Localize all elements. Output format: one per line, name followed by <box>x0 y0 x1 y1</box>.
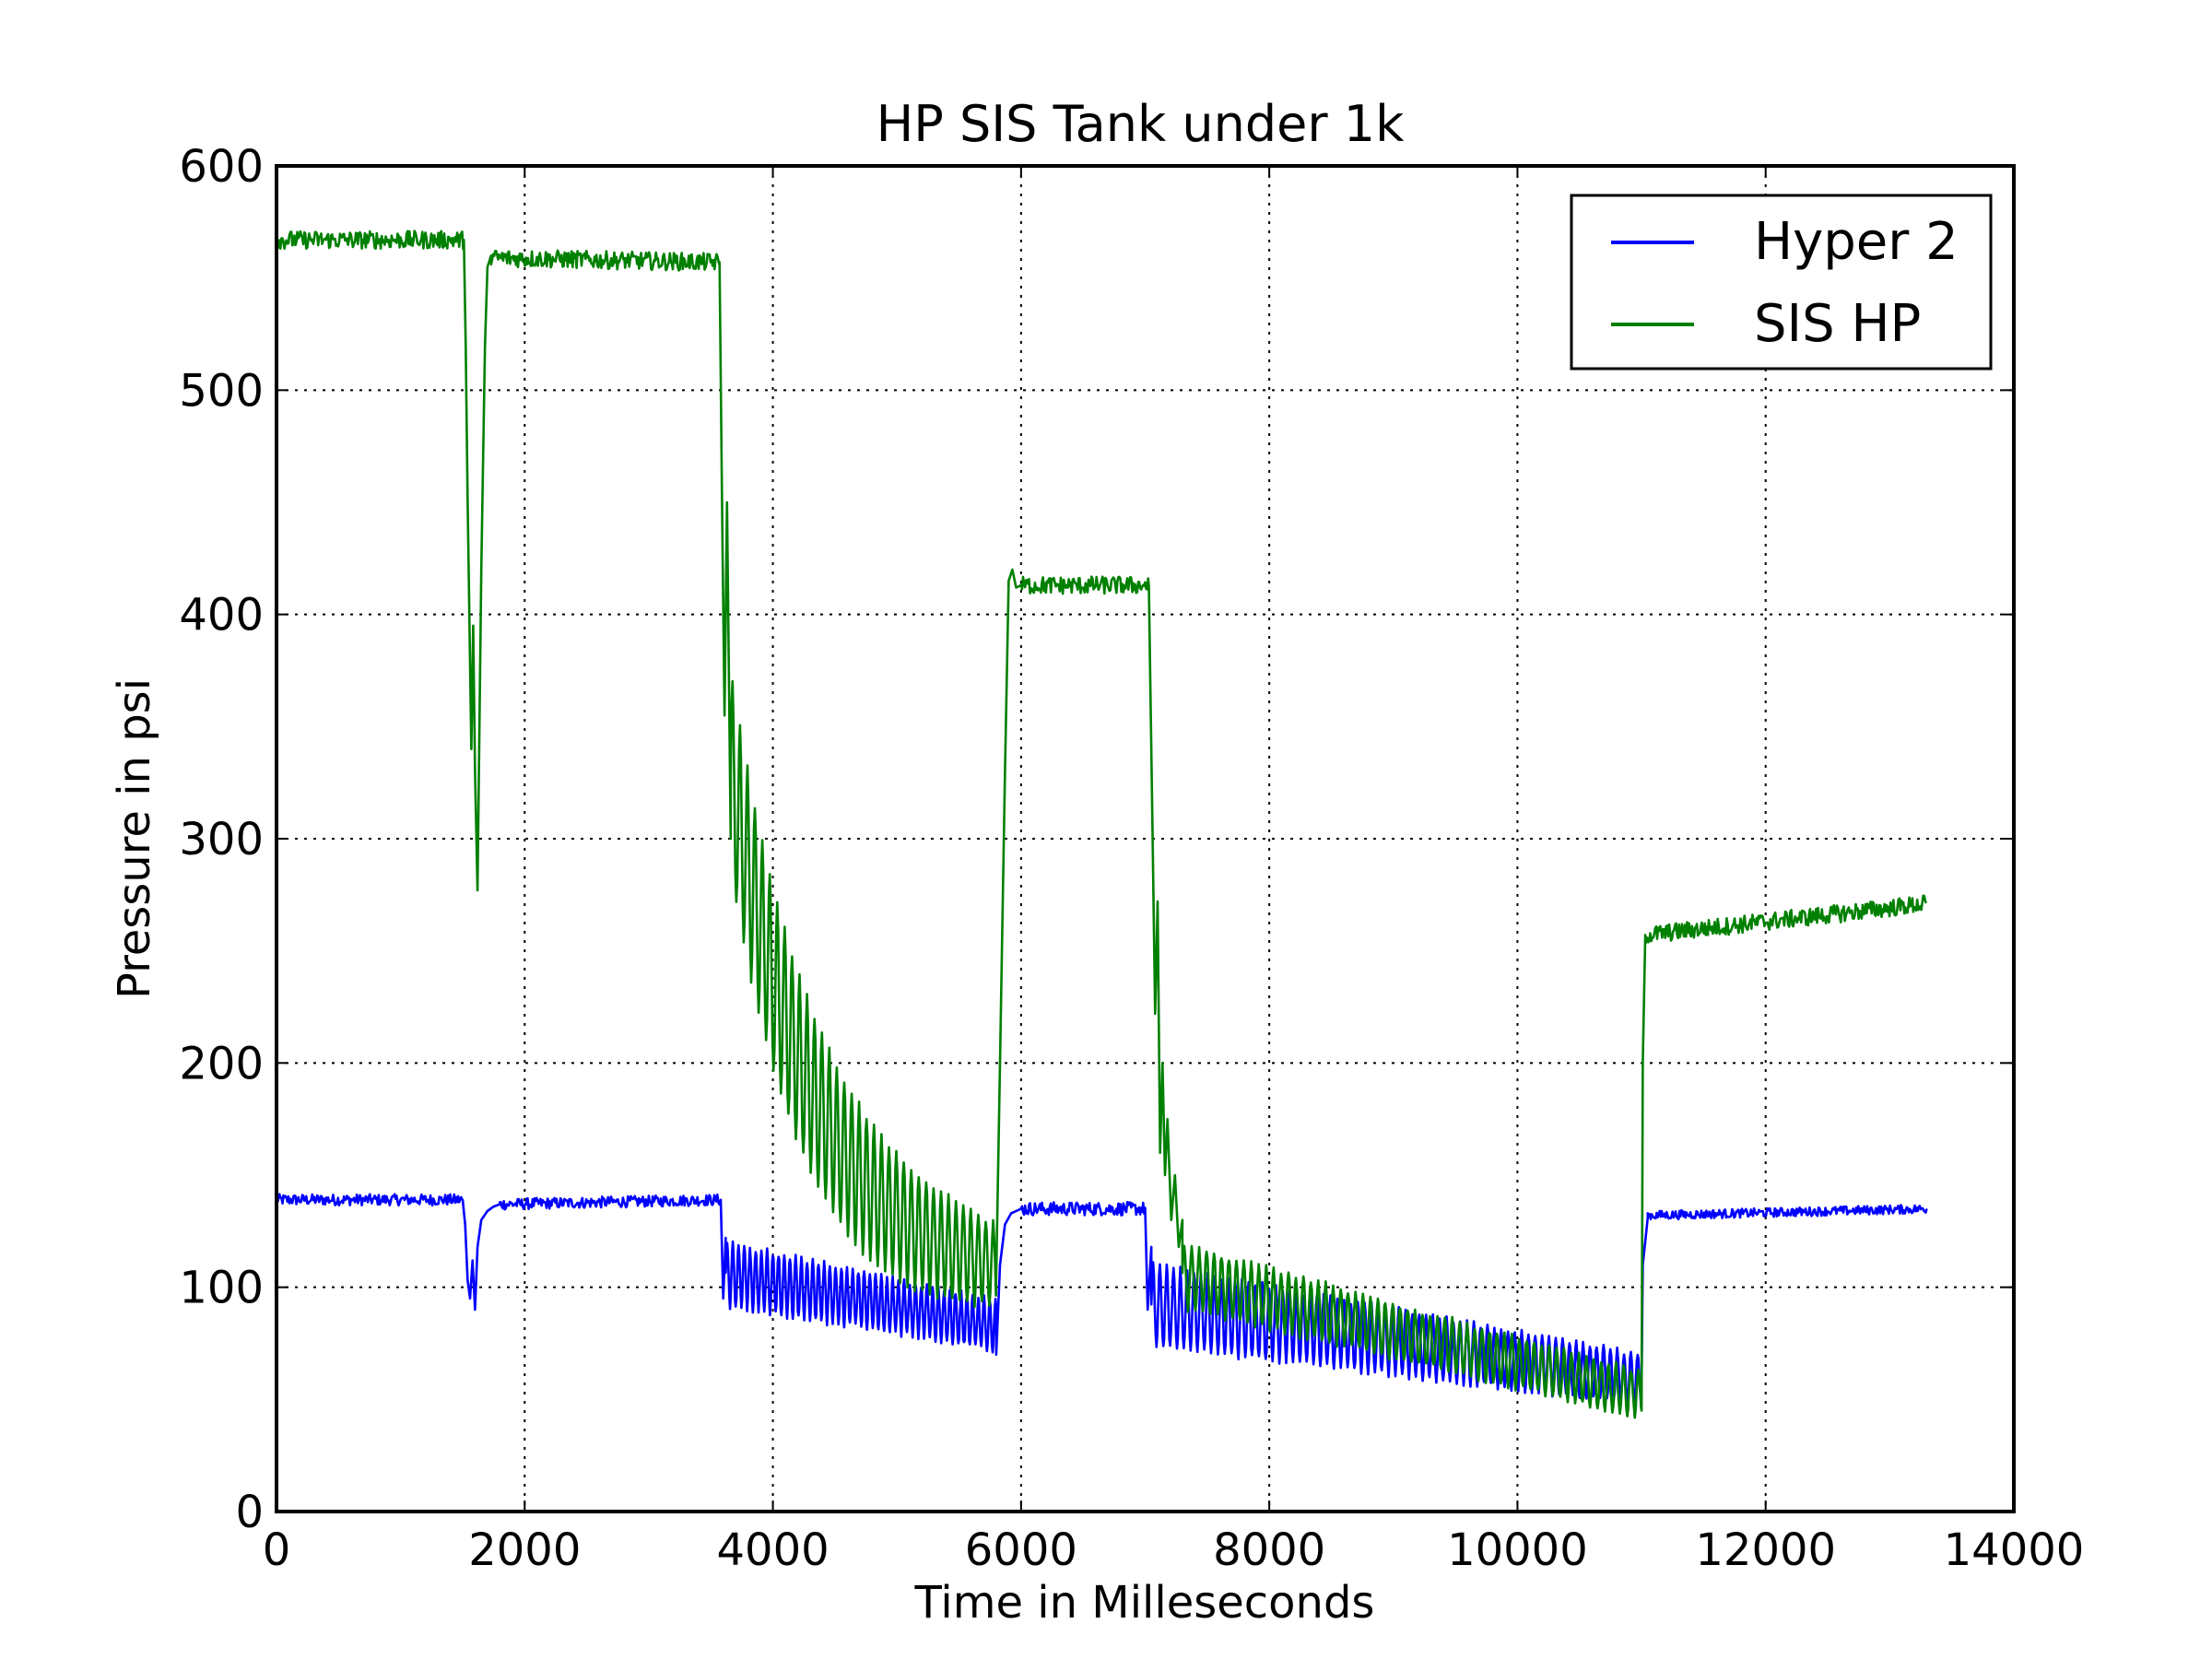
x-tick-label: 14000 <box>1944 1524 2085 1576</box>
legend: Hyper 2 SIS HP <box>1570 194 1993 371</box>
legend-box <box>1570 194 1993 371</box>
y-tick-label: 0 <box>235 1487 264 1538</box>
y-tick-label: 100 <box>179 1263 264 1314</box>
x-axis-label: Time in Milleseconds <box>914 1577 1375 1629</box>
axis-tick-labels: 0 2000 4000 6000 8000 10000 12000 14000 0 100 200 3… <box>179 141 2084 1576</box>
x-tick-label: 0 <box>263 1524 291 1576</box>
grid-lines <box>276 166 2014 1512</box>
y-axis-label: Pressure in psi <box>109 678 160 999</box>
x-tick-label: 10000 <box>1447 1524 1588 1576</box>
y-tick-label: 200 <box>179 1038 264 1089</box>
x-tick-label: 6000 <box>965 1524 1077 1576</box>
chart-title: HP SIS Tank under 1k <box>877 95 1405 153</box>
y-tick-label: 400 <box>179 590 264 641</box>
series-lines <box>275 229 1928 1419</box>
y-tick-label: 500 <box>179 365 264 417</box>
axis-ticks <box>276 165 2015 1512</box>
x-tick-label: 2000 <box>468 1524 581 1576</box>
x-tick-label: 4000 <box>716 1524 829 1576</box>
series-line-sis-hp <box>275 229 1928 1419</box>
legend-label-sis-hp: SIS HP <box>1754 294 1921 354</box>
y-tick-label: 600 <box>179 141 264 193</box>
x-tick-label: 8000 <box>1213 1524 1325 1576</box>
x-tick-label: 12000 <box>1695 1524 1836 1576</box>
legend-label-hyper-2: Hyper 2 <box>1754 212 1959 272</box>
y-tick-label: 300 <box>179 814 264 865</box>
